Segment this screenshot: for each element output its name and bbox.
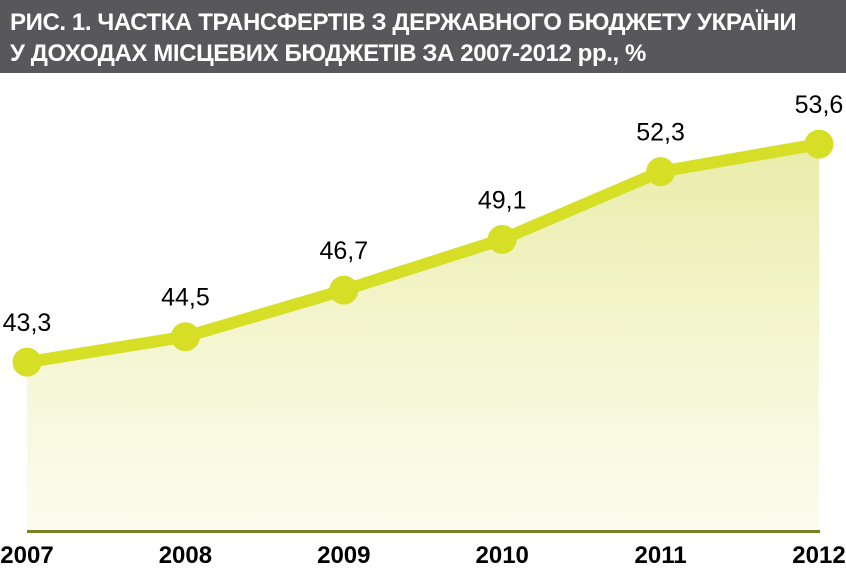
- x-tick-label-2007: 2007: [0, 542, 53, 569]
- data-point-label-2012: 53,6: [795, 91, 844, 119]
- data-point-label-2008: 44,5: [161, 284, 210, 312]
- data-point-label-2007: 43,3: [3, 309, 52, 337]
- x-tick-label-2008: 2008: [159, 542, 212, 569]
- figure-title-bar: РИС. 1. ЧАСТКА ТРАНСФЕРТІВ З ДЕРЖАВНОГО …: [0, 0, 846, 73]
- figure-title-line-1: РИС. 1. ЧАСТКА ТРАНСФЕРТІВ З ДЕРЖАВНОГО …: [10, 9, 797, 36]
- data-point-marker-2009: [329, 275, 359, 305]
- area-fill: [27, 144, 819, 531]
- trend-line: [26, 138, 821, 369]
- data-point-label-2011: 52,3: [636, 119, 685, 147]
- data-point-marker-2007: [12, 347, 42, 377]
- data-point-marker-2012: [804, 129, 834, 159]
- data-point-marker-2011: [646, 157, 676, 187]
- data-point-marker-2008: [170, 322, 200, 352]
- chart-area: 43,3 44,5 46,7 49,1 52,3 53,6 2007 2008 2009 2010…: [0, 73, 846, 571]
- data-point-marker-2010: [487, 224, 517, 254]
- data-point-label-2009: 46,7: [319, 237, 368, 265]
- x-tick-label-2010: 2010: [476, 542, 529, 569]
- figure-title-line-2: У ДОХОДАХ МІСЦЕВИХ БЮДЖЕТІВ ЗА 2007-2012…: [10, 40, 646, 67]
- data-point-label-2010: 49,1: [478, 186, 527, 214]
- x-tick-label-2011: 2011: [635, 542, 687, 569]
- transfers-share-area-chart: 43,3 44,5 46,7 49,1 52,3 53,6 2007 2008 2009 2010…: [0, 91, 845, 569]
- x-tick-label-2012: 2012: [792, 542, 845, 569]
- x-tick-label-2009: 2009: [317, 542, 370, 569]
